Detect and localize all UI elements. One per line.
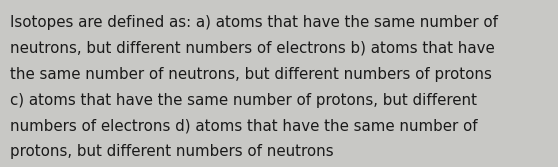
Text: c) atoms that have the same number of protons, but different: c) atoms that have the same number of pr… — [10, 93, 477, 108]
Text: neutrons, but different numbers of electrons b) atoms that have: neutrons, but different numbers of elect… — [10, 41, 495, 56]
Text: numbers of electrons d) atoms that have the same number of: numbers of electrons d) atoms that have … — [10, 119, 478, 134]
Text: Isotopes are defined as: a) atoms that have the same number of: Isotopes are defined as: a) atoms that h… — [10, 15, 498, 30]
Text: the same number of neutrons, but different numbers of protons: the same number of neutrons, but differe… — [10, 67, 492, 82]
Text: protons, but different numbers of neutrons: protons, but different numbers of neutro… — [10, 144, 334, 159]
